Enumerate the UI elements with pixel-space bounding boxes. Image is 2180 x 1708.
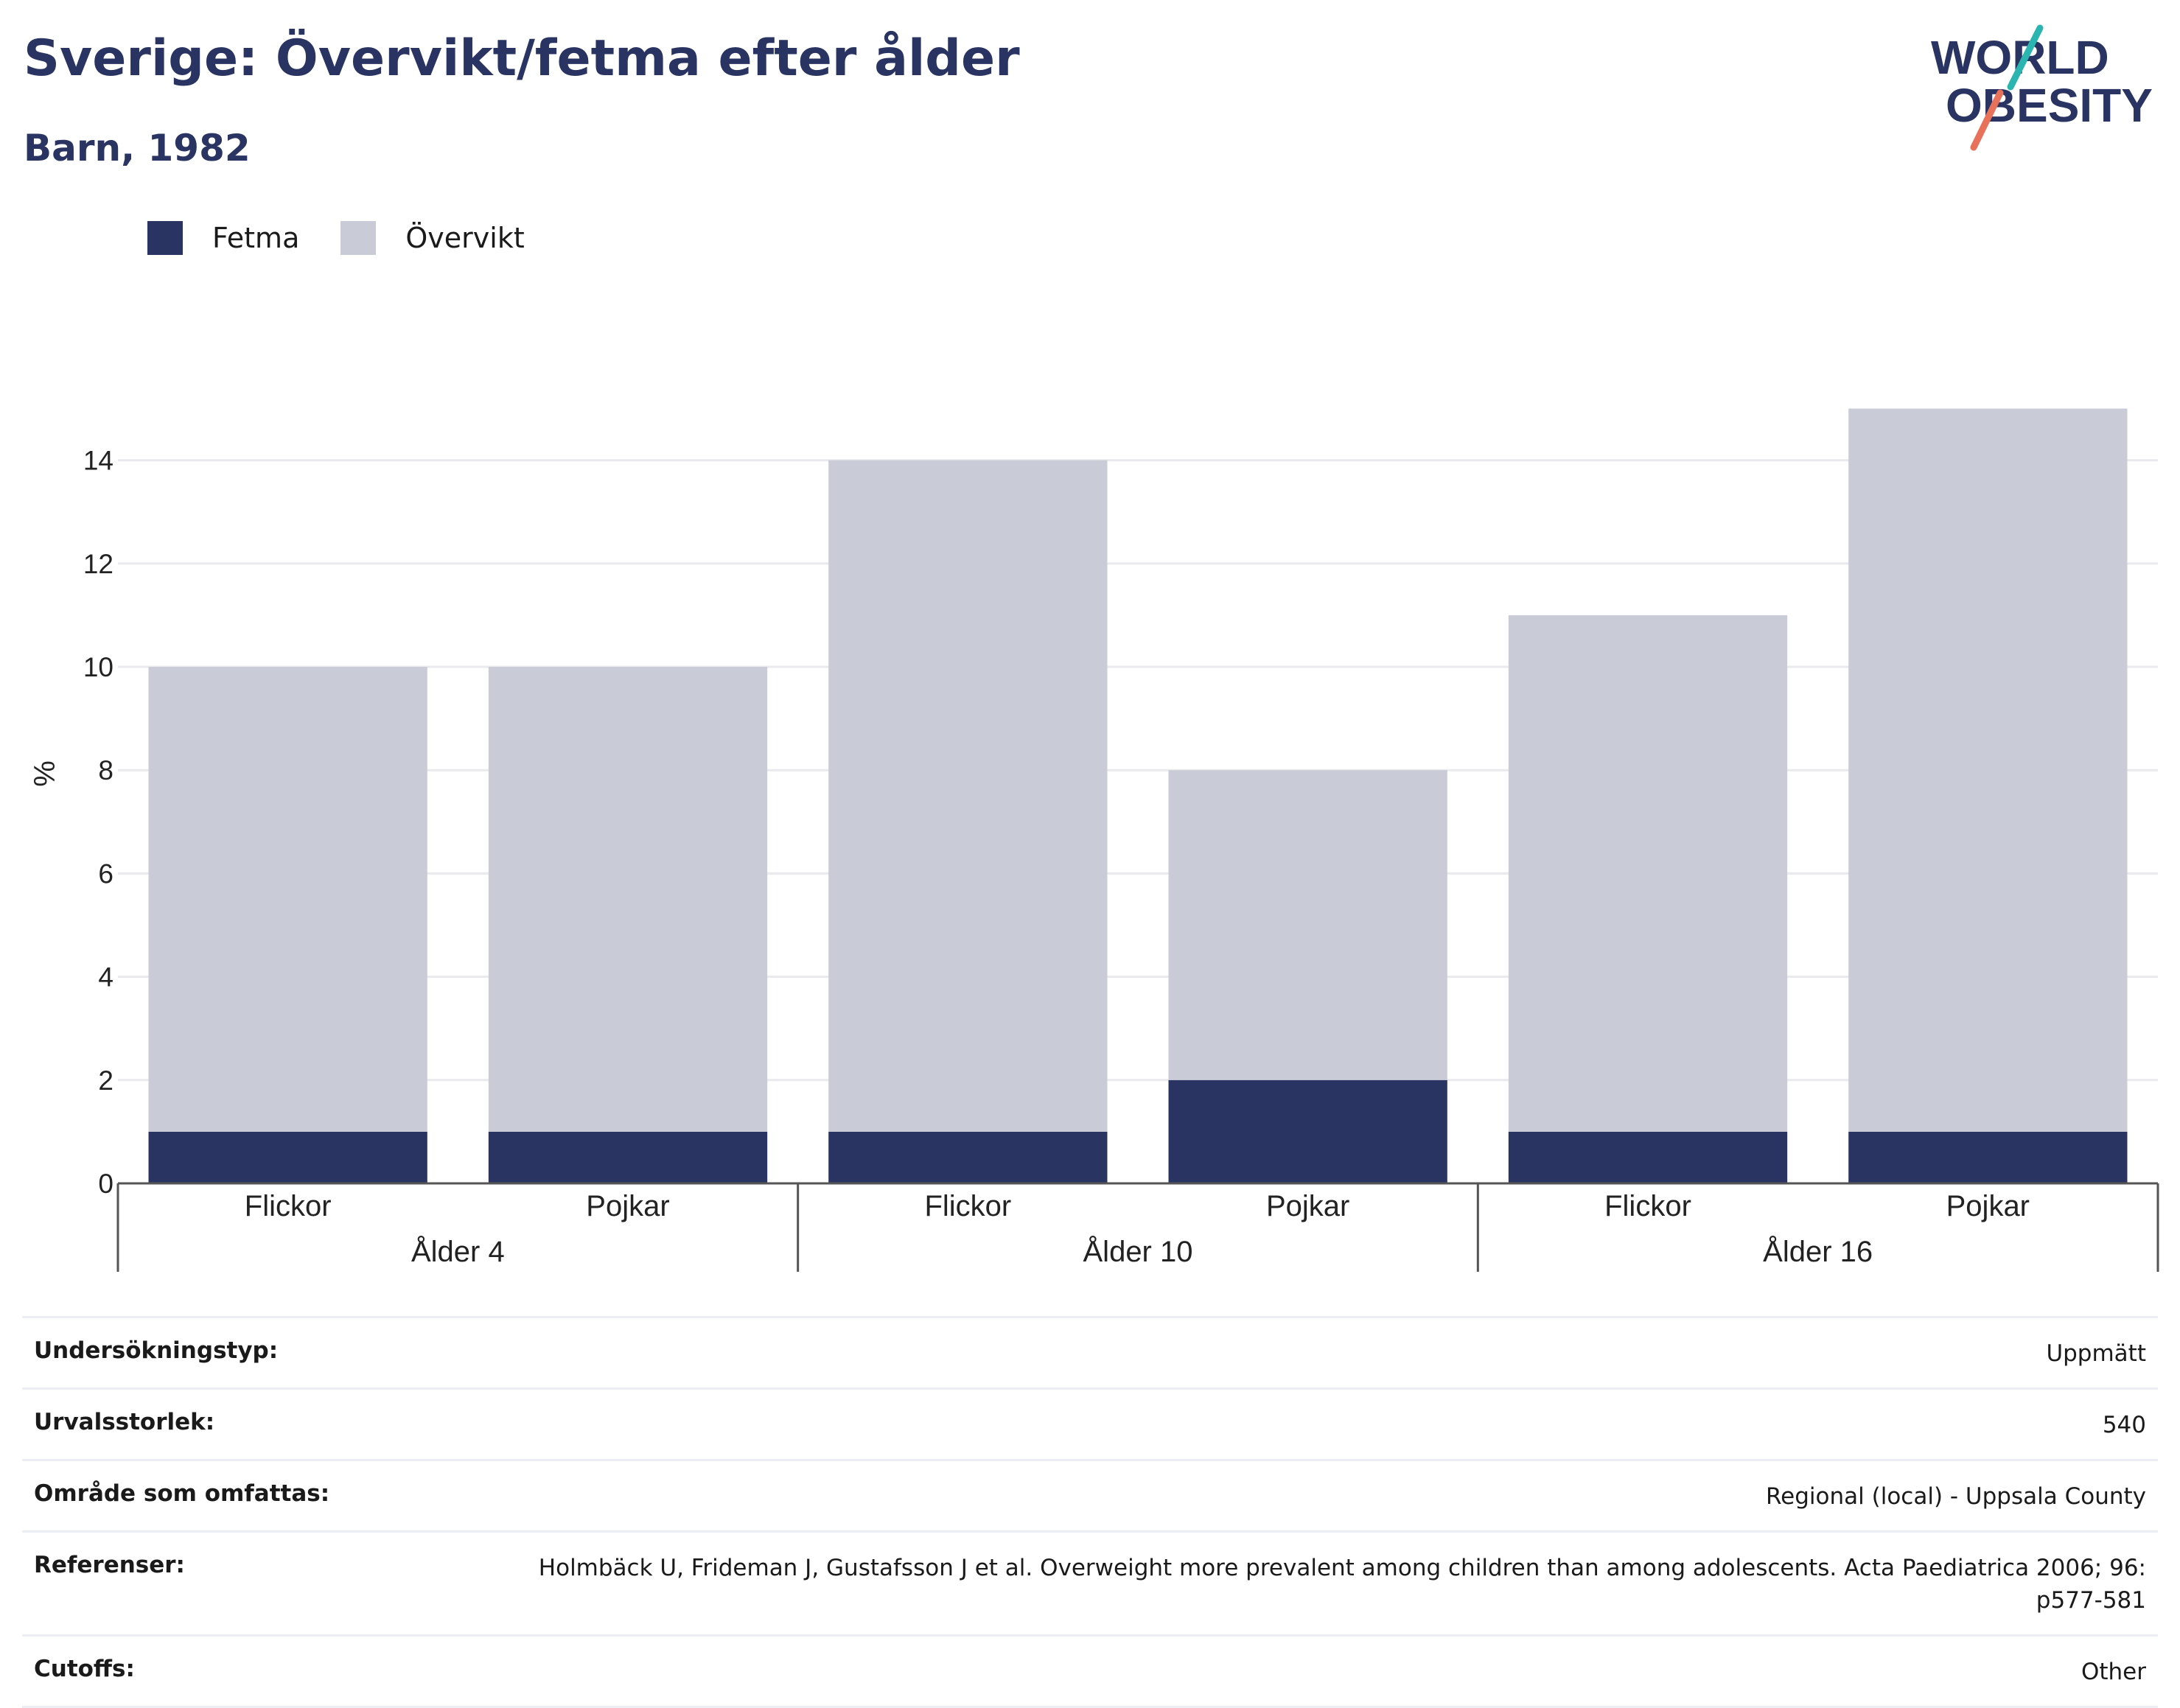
info-label: Område som omfattas:	[34, 1480, 330, 1507]
y-tick-label: 4	[98, 962, 113, 993]
logo-slash-teal	[2007, 24, 2044, 91]
legend-label-fetma: Fetma	[212, 222, 300, 254]
bar-overvikt	[148, 667, 427, 1132]
x-group-label: Ålder 10	[1083, 1235, 1193, 1268]
info-table: Undersökningstyp: Uppmätt Urvalsstorlek: 54…	[22, 1316, 2158, 1708]
x-category-label: Pojkar	[586, 1190, 669, 1222]
x-category-label: Pojkar	[1946, 1190, 2030, 1222]
info-label: Cutoffs:	[34, 1656, 135, 1682]
y-tick-label: 0	[98, 1169, 113, 1199]
bar-fetma	[828, 1131, 1108, 1183]
logo-line-2: OBESITY	[1946, 79, 2153, 132]
info-row: Område som omfattas: Regional (local) - U…	[22, 1459, 2158, 1530]
bar-overvikt	[828, 460, 1108, 1132]
x-category-label: Pojkar	[1266, 1190, 1349, 1222]
legend-swatch-overvikt	[340, 221, 377, 255]
info-row: Undersökningstyp: Uppmätt	[22, 1316, 2158, 1387]
bar-overvikt	[1848, 408, 2128, 1132]
y-axis-label: %	[29, 760, 61, 787]
bar-fetma	[488, 1131, 768, 1183]
bar-fetma	[1168, 1079, 1447, 1183]
bar-overvikt	[1508, 615, 1788, 1132]
legend-item-overvikt[interactable]: Övervikt	[340, 221, 525, 255]
legend-label-overvikt: Övervikt	[405, 222, 525, 254]
y-tick-label: 12	[83, 549, 113, 579]
info-value: Uppmätt	[2046, 1340, 2146, 1367]
bar-overvikt	[1168, 770, 1447, 1080]
x-category-label: Flickor	[924, 1190, 1011, 1222]
info-value: Other	[2081, 1659, 2146, 1685]
world-obesity-logo: WORLD OBESITY	[1931, 24, 2153, 151]
y-tick-label: 6	[98, 858, 113, 889]
chart-subtitle: Barn, 1982	[24, 127, 251, 169]
x-category-label: Flickor	[1604, 1190, 1691, 1222]
bar-fetma	[1508, 1131, 1788, 1183]
legend-swatch-fetma	[147, 221, 183, 255]
y-tick-label: 14	[83, 446, 113, 476]
info-value: 540	[2102, 1412, 2146, 1438]
y-tick-label: 2	[98, 1065, 113, 1096]
x-category-label: Flickor	[245, 1190, 332, 1222]
x-group-label: Ålder 16	[1763, 1235, 1873, 1268]
chart-title: Sverige: Övervikt/fetma efter ålder	[24, 29, 1020, 88]
info-label: Referenser:	[34, 1552, 185, 1578]
logo-slash-coral	[1970, 89, 2004, 151]
bar-fetma	[148, 1131, 427, 1183]
y-tick-label: 10	[83, 652, 113, 682]
info-value: Regional (local) - Uppsala County	[1766, 1483, 2146, 1510]
bar-overvikt	[488, 667, 768, 1132]
info-row: Referenser: Holmbäck U, Frideman J, Gusta…	[22, 1530, 2158, 1634]
y-tick-label: 8	[98, 755, 113, 785]
legend: Fetma Övervikt	[147, 221, 566, 255]
info-label: Urvalsstorlek:	[34, 1409, 215, 1435]
info-row: Urvalsstorlek: 540	[22, 1387, 2158, 1459]
x-group-label: Ålder 4	[411, 1235, 505, 1268]
info-value: Holmbäck U, Frideman J, Gustafsson J et …	[538, 1555, 2146, 1614]
legend-item-fetma[interactable]: Fetma	[147, 221, 299, 255]
bar-chart: 0 2 4 6 8 10 12 14% Flickor Pojkar Flickor Pojkar Fl…	[29, 408, 2159, 1272]
info-row: Cutoffs: Other	[22, 1634, 2158, 1708]
bar-fetma	[1848, 1131, 2128, 1183]
info-label: Undersökningstyp:	[34, 1337, 279, 1364]
